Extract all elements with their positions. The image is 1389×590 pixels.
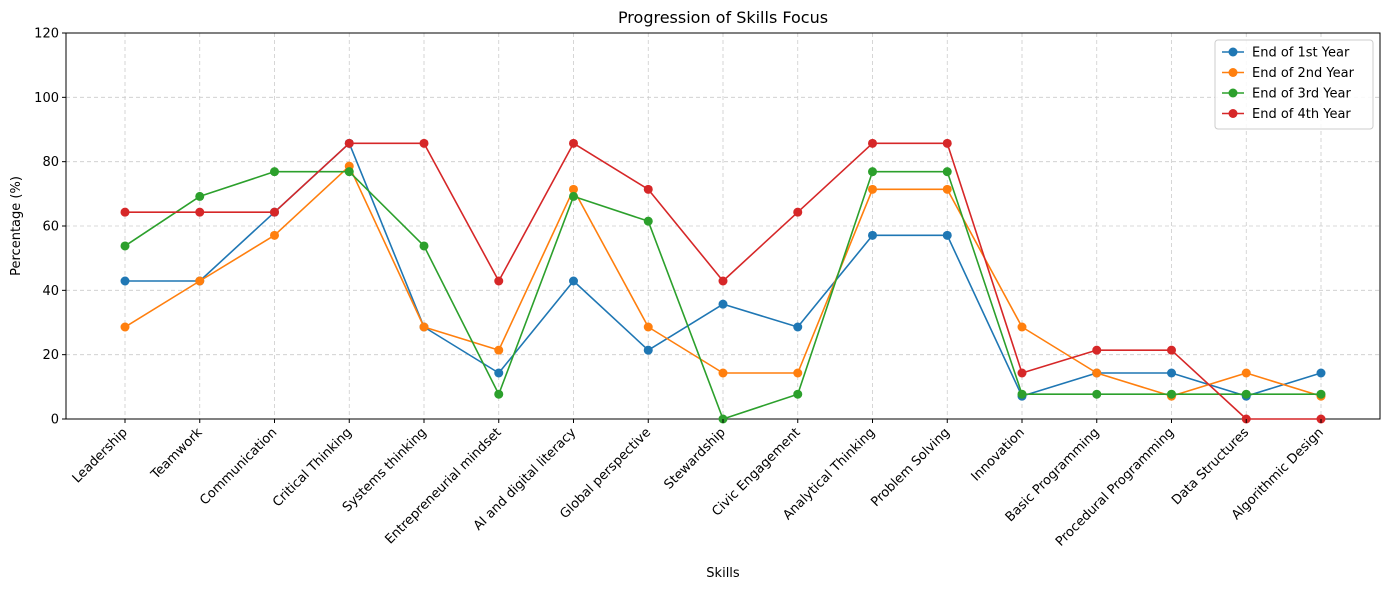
data-point <box>1167 368 1176 378</box>
data-point <box>270 207 279 217</box>
data-point <box>942 138 952 148</box>
data-point <box>942 184 952 194</box>
data-point <box>718 368 728 378</box>
legend-label: End of 2nd Year <box>1252 66 1355 81</box>
data-point <box>643 322 653 332</box>
data-point <box>868 184 877 194</box>
x-tick-label: Stewardship <box>662 425 729 492</box>
legend-label: End of 1st Year <box>1252 46 1350 61</box>
legend-swatch-marker <box>1228 88 1238 98</box>
y-tick-label: 0 <box>51 413 59 428</box>
x-tick-label: Problem Solving <box>868 425 953 510</box>
data-point <box>120 276 130 286</box>
data-point <box>120 241 130 251</box>
x-tick-label: Teamwork <box>148 425 206 483</box>
x-tick-label: Communication <box>197 425 280 508</box>
legend-label: End of 3rd Year <box>1252 87 1351 102</box>
legend: End of 1st Year End of 2nd Year End of 3rd… <box>1214 39 1374 130</box>
data-point <box>494 345 504 355</box>
y-tick-labels: 0 20 40 60 80 100 120 <box>34 27 66 428</box>
x-tick-label: Leadership <box>70 425 131 486</box>
y-tick-label: 80 <box>42 155 59 170</box>
data-point <box>718 276 728 286</box>
data-point <box>1316 368 1326 378</box>
data-point <box>419 138 429 148</box>
data-point <box>419 322 429 332</box>
y-tick-label: 60 <box>42 220 59 235</box>
series-layer <box>120 138 1326 424</box>
y-axis-label: Percentage (%) <box>9 176 24 276</box>
legend-box <box>1214 39 1374 130</box>
data-point <box>942 230 952 240</box>
chart-title: Progression of Skills Focus <box>618 8 828 27</box>
data-point <box>793 368 803 378</box>
data-point <box>1017 322 1027 332</box>
data-point <box>344 138 354 148</box>
data-point <box>120 207 130 217</box>
data-point <box>793 389 803 399</box>
data-point <box>643 216 653 226</box>
data-point <box>1092 389 1102 399</box>
data-point <box>868 230 877 240</box>
x-tick-label: Critical Thinking <box>270 425 355 510</box>
legend-item: End of 3rd Year <box>1222 87 1351 102</box>
legend-label: End of 4th Year <box>1252 107 1351 122</box>
data-point <box>643 345 653 355</box>
data-point <box>569 191 578 201</box>
data-point <box>195 207 205 217</box>
data-point <box>942 167 952 177</box>
x-axis-label: Skills <box>706 566 740 581</box>
data-point <box>494 389 504 399</box>
data-point <box>1017 368 1027 378</box>
y-tick-label: 120 <box>34 27 59 42</box>
legend-swatch-marker <box>1228 47 1238 57</box>
x-tick-label: Innovation <box>969 425 1028 484</box>
legend-swatch-marker <box>1228 68 1238 77</box>
data-point <box>793 207 803 217</box>
y-tick-label: 40 <box>42 284 59 299</box>
legend-item: End of 1st Year <box>1222 46 1350 61</box>
y-tick-label: 100 <box>34 91 59 106</box>
data-point <box>868 167 877 177</box>
data-point <box>494 368 504 378</box>
data-point <box>494 276 504 286</box>
data-point <box>868 138 877 148</box>
data-point <box>718 299 728 309</box>
data-point <box>569 184 578 194</box>
data-point <box>1241 368 1251 378</box>
data-point <box>1241 389 1251 399</box>
data-point <box>1167 345 1176 355</box>
data-point <box>1092 368 1102 378</box>
legend-item: End of 2nd Year <box>1222 66 1355 81</box>
legend-item: End of 4th Year <box>1222 107 1351 122</box>
series-1 <box>120 138 1326 401</box>
data-point <box>344 167 354 177</box>
legend-swatch-marker <box>1228 109 1238 118</box>
x-tick-labels: Leadership TeamworkCommunicationCritical … <box>70 419 1327 550</box>
data-point <box>419 241 429 251</box>
data-point <box>569 276 578 286</box>
data-point <box>643 184 653 194</box>
data-point <box>1167 389 1176 399</box>
data-point <box>270 167 279 177</box>
x-tick-label: Data Structures <box>1169 425 1252 508</box>
data-point <box>195 191 205 201</box>
data-point <box>270 230 279 240</box>
data-point <box>120 322 130 332</box>
data-point <box>1316 389 1326 399</box>
data-point <box>793 322 803 332</box>
data-point <box>569 138 578 148</box>
y-tick-label: 20 <box>42 348 59 363</box>
data-point <box>1017 389 1027 399</box>
data-point <box>195 276 205 286</box>
data-point <box>1092 345 1102 355</box>
x-tick-label: Procedural Programming <box>1053 425 1177 549</box>
